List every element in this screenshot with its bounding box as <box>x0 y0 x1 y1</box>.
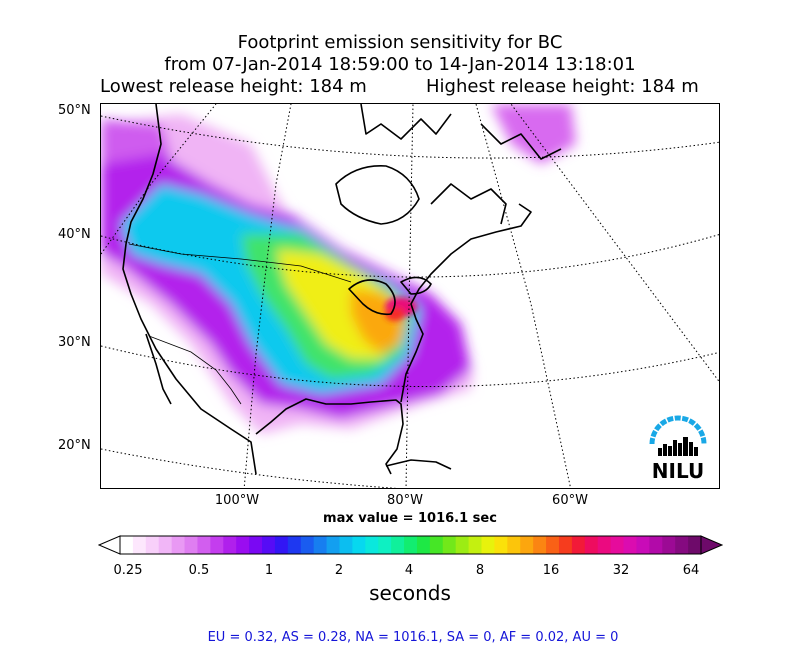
logo-text: NILU <box>652 459 704 483</box>
plot-title-line2: from 07-Jan-2014 18:59:00 to 14-Jan-2014… <box>164 54 636 75</box>
coastlines <box>122 104 562 475</box>
colorbar-tick-2: 2 <box>334 563 344 578</box>
colorbar-segment <box>236 536 250 554</box>
meridian-40w <box>510 104 719 383</box>
colorbar <box>98 535 723 555</box>
colorbar-segment <box>649 536 663 554</box>
colorbar-segment <box>132 536 147 554</box>
colorbar-segment <box>274 536 289 554</box>
meridian-100w <box>243 104 292 488</box>
colorbar-tick-64: 64 <box>682 563 700 578</box>
colorbar-segment <box>494 536 508 554</box>
colorbar-unit-label: seconds <box>369 581 451 605</box>
lat-label-20n: 20°N <box>58 438 91 453</box>
colorbar-min-extension <box>98 535 121 555</box>
colorbar-segment <box>584 536 599 554</box>
max-value-label: max value = 1016.1 sec <box>323 511 497 526</box>
colorbar-segment <box>391 536 405 554</box>
colorbar-tick-16: 16 <box>542 563 560 578</box>
colorbar-segment <box>378 536 392 554</box>
colorbar-segment <box>184 536 198 554</box>
colorbar-segment <box>533 536 547 554</box>
coast-gulf-mexico <box>255 398 404 475</box>
colorbar-tick-1: 1 <box>264 563 274 578</box>
coast-east <box>400 203 532 403</box>
colorbar-tick-32: 32 <box>612 563 630 578</box>
great-lakes <box>348 276 432 316</box>
colorbar-segment <box>429 536 444 554</box>
lon-label-60w: 60°W <box>552 493 588 508</box>
colorbar-segment <box>287 536 302 554</box>
baja <box>145 333 172 405</box>
colorbar-segment <box>597 536 612 554</box>
colorbar-segment <box>481 536 495 554</box>
colorbar-segment <box>571 536 586 554</box>
field-core-red <box>385 307 405 321</box>
plot-title-line1: Footprint emission sensitivity for BC <box>237 32 563 53</box>
colorbar-segment <box>442 536 457 554</box>
hudson-bay <box>335 165 420 225</box>
highest-release-height: Highest release height: 184 m <box>426 76 699 97</box>
colorbar-segment <box>675 536 689 554</box>
colorbar-segment <box>197 536 211 554</box>
colorbar-segment <box>352 536 366 554</box>
colorbar-segment <box>313 536 328 554</box>
map-frame <box>100 103 720 489</box>
colorbar-border <box>119 535 702 555</box>
lat-label-40n: 40°N <box>58 227 91 242</box>
us-canada-border <box>128 243 352 283</box>
colorbar-tick-4: 4 <box>404 563 414 578</box>
nilu-logo: NILU <box>649 415 707 483</box>
colorbar-segment <box>507 536 521 554</box>
lat-label-50n: 50°N <box>58 103 91 118</box>
colorbar-segment <box>223 536 237 554</box>
logo-skyline <box>658 437 698 456</box>
colorbar-segment <box>326 536 340 554</box>
lon-label-80w: 80°W <box>387 493 423 508</box>
footprint-map <box>101 104 719 488</box>
arctic-islands <box>360 104 562 160</box>
parallel-20n <box>101 448 399 488</box>
labrador-coast <box>430 183 507 225</box>
colorbar-segment <box>365 536 379 554</box>
colorbar-segment <box>688 536 702 554</box>
us-mexico-border <box>148 335 242 405</box>
colorbar-tick-0-5: 0.5 <box>188 563 210 578</box>
colorbar-segment <box>546 536 560 554</box>
colorbar-segment <box>636 536 650 554</box>
colorbar-segment <box>120 536 134 554</box>
colorbar-segment <box>662 536 676 554</box>
meridian-60w <box>475 104 572 488</box>
lat-label-30n: 30°N <box>58 335 91 350</box>
coast-west <box>122 104 257 475</box>
colorbar-segment <box>210 536 224 554</box>
colorbar-segment <box>158 536 173 554</box>
meridian-120w <box>101 104 217 255</box>
colorbar-tick-0-25: 0.25 <box>113 563 143 578</box>
colorbar-segment <box>300 536 315 554</box>
colorbar-segment <box>520 536 534 554</box>
colorbar-segment <box>468 536 483 554</box>
cuba <box>385 459 452 470</box>
borders <box>128 243 352 405</box>
colorbar-segment <box>262 536 276 554</box>
colorbar-segment <box>610 536 625 554</box>
colorbar-segment <box>339 536 353 554</box>
colorbar-segment <box>249 536 263 554</box>
graticule <box>101 104 719 488</box>
colorbar-segment <box>623 536 637 554</box>
colorbar-segment <box>558 536 573 554</box>
colorbar-max-extension <box>700 535 723 555</box>
lowest-release-height: Lowest release height: 184 m <box>100 76 367 97</box>
logo-arc <box>649 415 707 445</box>
colorbar-segment <box>404 536 418 554</box>
sensitivity-field <box>101 104 576 434</box>
colorbar-segment <box>171 536 186 554</box>
lon-label-100w: 100°W <box>214 493 260 508</box>
colorbar-tick-8: 8 <box>475 563 485 578</box>
region-summary: EU = 0.32, AS = 0.28, NA = 1016.1, SA = … <box>207 630 619 645</box>
colorbar-segment <box>145 536 160 554</box>
colorbar-segment <box>416 536 431 554</box>
colorbar-segment <box>455 536 470 554</box>
